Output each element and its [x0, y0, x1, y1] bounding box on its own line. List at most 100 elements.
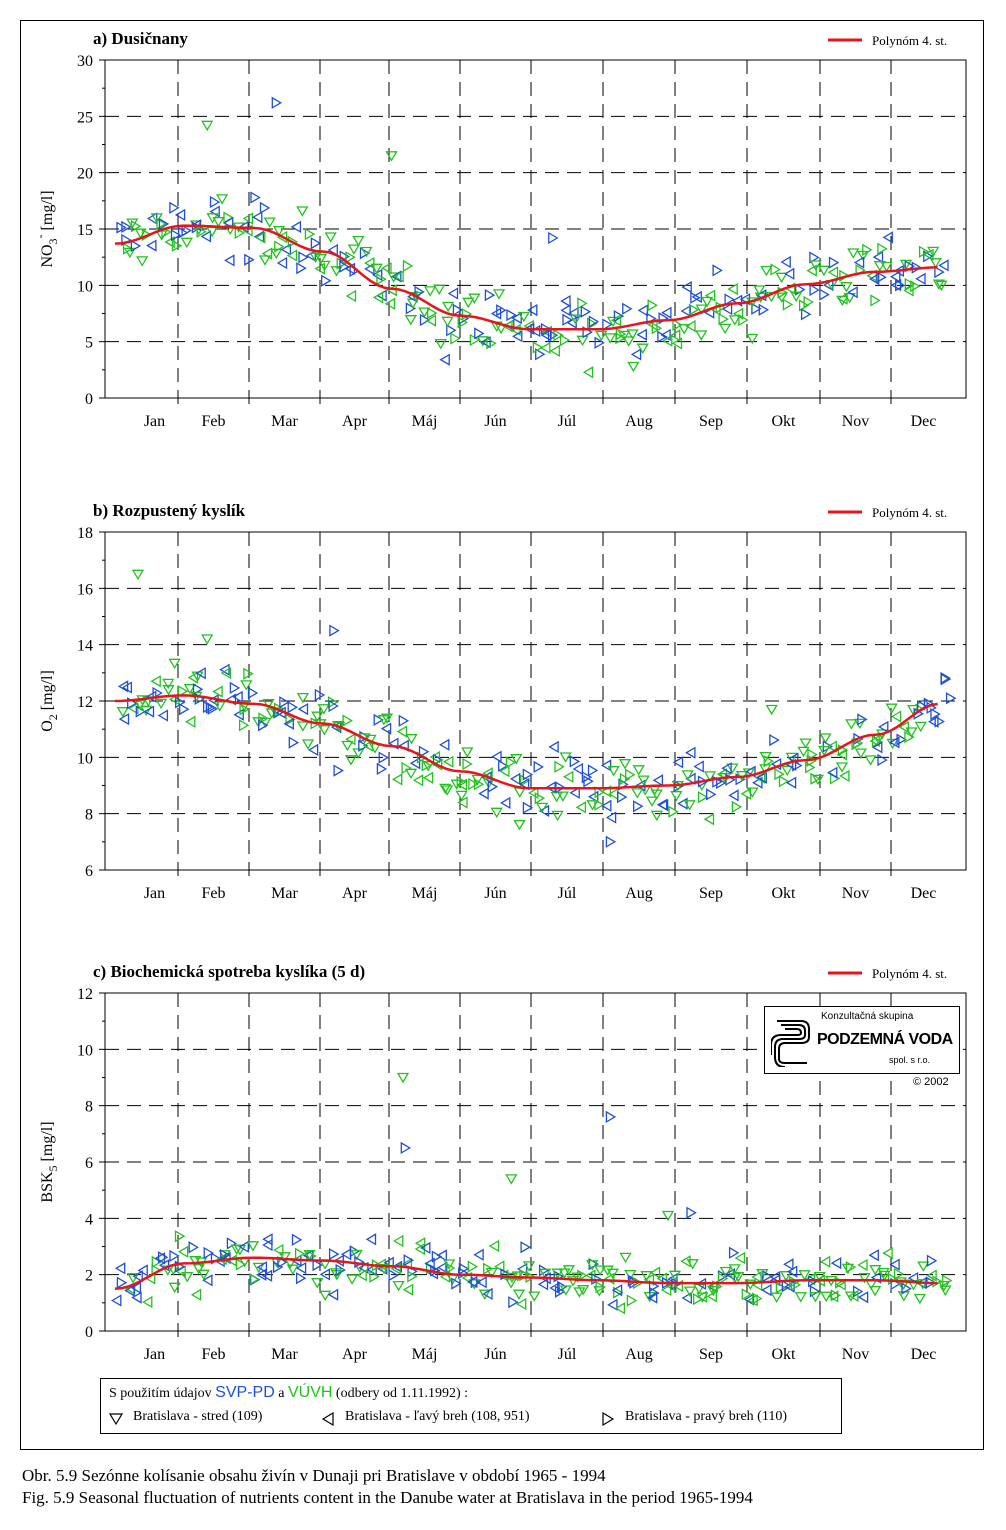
data-point-right: [805, 761, 816, 774]
data-point-right: [706, 788, 717, 801]
data-point-down: [370, 263, 383, 275]
data-point-left: [255, 231, 266, 244]
data-point-down: [617, 330, 631, 342]
data-point-right: [625, 768, 636, 781]
data-point-down: [858, 1272, 871, 1284]
data-point-down: [586, 800, 599, 811]
data-point-left: [745, 765, 756, 778]
y-axis-label-main: NO: [39, 244, 56, 267]
data-point-right: [852, 736, 864, 750]
data-point-down: [559, 1285, 573, 1296]
data-point-down: [168, 1282, 181, 1294]
data-point-left: [232, 690, 243, 704]
y-axis-label-main: BSK: [39, 1171, 56, 1203]
data-point-right: [633, 800, 644, 813]
data-point-right: [717, 1272, 729, 1285]
data-point-left: [478, 787, 489, 800]
data-point-down: [728, 1264, 741, 1275]
data-point-left: [685, 319, 696, 333]
data-point-down: [233, 1245, 247, 1256]
data-point-right: [496, 304, 507, 317]
data-point-down: [492, 289, 506, 300]
data-point-left: [209, 205, 220, 218]
y-tick-label: 8: [85, 807, 93, 824]
data-point-left: [669, 329, 681, 342]
data-point-right: [174, 1230, 186, 1243]
data-point-down: [878, 1270, 891, 1282]
data-point-left: [548, 740, 559, 754]
chart-title: c) Biochemická spotreba kyslíka (5 d): [93, 962, 365, 981]
data-point-right: [444, 1261, 456, 1275]
data-point-down: [212, 216, 225, 228]
caption-en: Fig. 5.9 Seasonal fluctuation of nutrien…: [22, 1488, 753, 1507]
data-point-down: [551, 810, 564, 822]
data-point-left: [425, 314, 437, 327]
data-point-down: [631, 788, 644, 799]
data-point-right: [877, 242, 888, 255]
data-point-left: [560, 294, 571, 308]
data-point-down: [404, 315, 417, 326]
data-point-down: [396, 1072, 410, 1084]
data-point-right: [945, 692, 957, 705]
data-point-down: [618, 759, 632, 770]
data-point-right: [388, 1269, 399, 1282]
data-point-right: [446, 324, 457, 337]
data-point-right: [405, 302, 417, 315]
data-point-right: [697, 791, 709, 804]
data-point-left: [549, 344, 560, 358]
data-point-left: [604, 1272, 615, 1285]
data-point-left: [409, 757, 421, 770]
data-point-down: [840, 282, 853, 293]
data-point-right: [724, 293, 735, 306]
data-point-down: [811, 774, 825, 786]
x-month-label: Apr: [342, 1346, 368, 1363]
data-point-right: [762, 1270, 773, 1283]
data-point-left: [868, 272, 880, 286]
data-point-left: [391, 270, 402, 283]
data-point-left: [563, 770, 574, 783]
data-point-down: [296, 721, 310, 732]
data-point-down: [377, 1264, 391, 1275]
data-point-left: [721, 302, 733, 316]
data-point-down: [301, 739, 315, 750]
data-point-left: [857, 1258, 868, 1272]
data-point-right: [810, 772, 821, 785]
data-point-down: [380, 713, 394, 724]
data-point-right: [605, 1110, 617, 1124]
data-point-right: [171, 239, 183, 252]
data-point-left: [195, 667, 206, 680]
data-point-down: [116, 707, 129, 718]
data-point-down: [696, 1292, 709, 1303]
data-point-left: [436, 1249, 447, 1262]
data-point-down: [914, 721, 927, 733]
x-month-label: Jan: [144, 413, 165, 430]
x-month-label: Aug: [625, 1346, 653, 1363]
data-point-right: [594, 336, 605, 349]
data-point-right: [581, 771, 593, 784]
data-point-down: [746, 333, 759, 345]
data-point-down: [311, 1278, 324, 1289]
x-month-label: Máj: [412, 413, 438, 430]
data-point-left: [727, 282, 738, 296]
data-point-right: [203, 1246, 214, 1260]
data-point-left: [600, 759, 612, 772]
data-point-down: [683, 800, 696, 811]
data-point-down: [781, 765, 794, 777]
data-point-down: [139, 705, 153, 717]
chart-bod5: c) Biochemická spotreba kyslíka (5 d) Pol…: [20, 955, 984, 1375]
data-point-left: [853, 256, 865, 269]
data-point-left: [261, 1269, 273, 1282]
data-point-left: [402, 1283, 414, 1296]
data-point-right: [763, 755, 774, 768]
y-tick-label: 15: [77, 222, 93, 239]
data-point-right: [738, 313, 749, 327]
data-point-right: [782, 298, 794, 311]
data-point-left: [868, 1249, 879, 1262]
data-point-down: [847, 248, 860, 259]
data-point-down: [213, 701, 226, 712]
x-month-label: Máj: [412, 885, 438, 902]
data-point-left: [393, 270, 404, 283]
data-point-left: [345, 289, 357, 303]
data-point-right: [157, 1251, 169, 1264]
data-point-right: [819, 288, 830, 301]
